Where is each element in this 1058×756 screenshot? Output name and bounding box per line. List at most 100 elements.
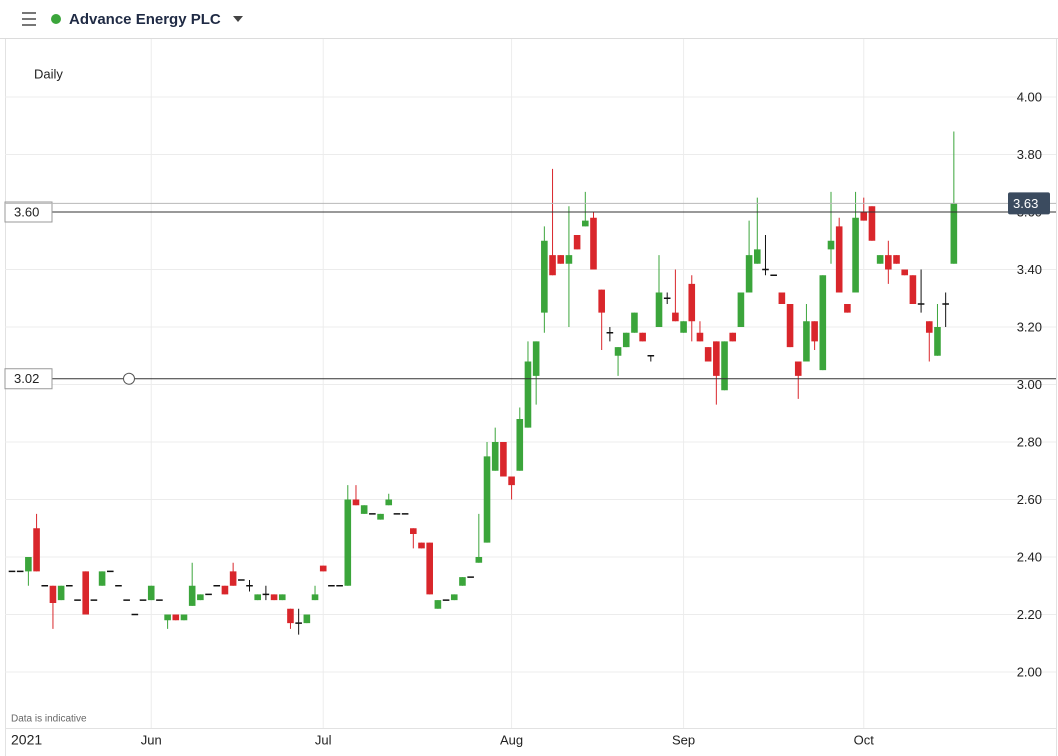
candle-body <box>917 303 925 305</box>
last-price-tag <box>1008 192 1050 215</box>
dropdown-arrow[interactable] <box>233 16 243 22</box>
candle-body <box>418 542 425 549</box>
candle-body <box>188 585 196 606</box>
candle-body <box>377 513 384 520</box>
x-tick-label: Sep <box>672 732 695 747</box>
candle-body <box>25 557 32 572</box>
candle-body <box>500 442 507 477</box>
overlay: 2.00 2.20 2.40 2.60 2.80 3.00 3.20 3.40 3.60 3.80… <box>4 89 1056 748</box>
candle-body <box>860 212 868 221</box>
candle-body <box>614 347 622 356</box>
candle-body <box>565 255 573 264</box>
candle-body <box>901 269 909 276</box>
x-tick-label: Oct <box>854 732 875 747</box>
candle-body <box>524 361 532 428</box>
candle-body <box>573 235 581 250</box>
candle-body <box>516 419 524 471</box>
candle-body <box>786 304 794 348</box>
candle-body <box>156 599 163 601</box>
candles <box>8 131 958 635</box>
candle-body <box>344 499 352 586</box>
candle-body <box>172 614 180 621</box>
candle-body <box>549 255 556 276</box>
candle-body <box>336 585 343 587</box>
candle-body <box>868 206 876 241</box>
price-line-label: 3.02 <box>14 371 39 386</box>
candle-body <box>778 292 786 304</box>
price-line-label: 3.60 <box>14 204 39 219</box>
candle-body <box>426 542 433 595</box>
candle-body <box>311 594 319 601</box>
line-handle[interactable] <box>123 372 135 385</box>
candle-body <box>655 292 663 327</box>
y-tick-label: 3.80 <box>1017 147 1042 162</box>
candle-body <box>352 499 360 506</box>
candle-body <box>844 304 851 313</box>
candle-body <box>475 557 483 563</box>
candle-body <box>483 456 491 543</box>
y-tick-label: 3.00 <box>1017 377 1042 392</box>
candle-body <box>213 585 221 587</box>
candle-body <box>704 347 712 362</box>
y-tick-label: 3.40 <box>1017 262 1042 277</box>
data-note: Data is indicative <box>11 714 87 725</box>
candle-body <box>123 599 130 601</box>
candle-body <box>82 571 90 615</box>
candle-body <box>410 528 417 534</box>
candle-body <box>319 565 327 572</box>
candle-body <box>762 268 769 271</box>
candle-body <box>180 614 188 621</box>
candle-body <box>737 292 745 327</box>
candle-body <box>139 599 147 601</box>
candle-body <box>753 249 761 264</box>
candle-body <box>491 442 499 471</box>
candle-body <box>287 608 294 624</box>
candle-body <box>90 599 98 601</box>
candle-body <box>450 594 458 601</box>
candle-body <box>688 283 696 322</box>
candle-body <box>147 585 155 601</box>
candle-body <box>794 361 802 376</box>
candle-body <box>467 576 474 578</box>
candle-body <box>590 217 597 270</box>
candle-body <box>459 577 466 586</box>
candle-body <box>909 275 917 304</box>
candle-body <box>328 585 335 587</box>
candle-body <box>606 332 614 334</box>
candle-body <box>303 614 311 624</box>
candle-body <box>16 570 24 573</box>
candle-body <box>942 303 949 305</box>
candle-body <box>229 571 237 586</box>
candle-body <box>66 585 73 587</box>
candle-body <box>934 327 941 356</box>
candle-body <box>262 593 270 596</box>
candle-body <box>770 274 777 276</box>
y-tick-label: 4.00 <box>1017 89 1042 104</box>
candle-body <box>803 321 810 362</box>
y-tick-label: 2.00 <box>1017 664 1042 679</box>
candle-body <box>385 499 393 506</box>
candle-body <box>819 275 827 371</box>
candle-body <box>197 594 204 601</box>
candle-body <box>41 585 49 587</box>
instrument-title[interactable]: Advance Energy PLC <box>69 11 221 28</box>
x-tick-label: 2021 <box>11 732 42 748</box>
candle-body <box>254 594 261 601</box>
candle-body <box>360 505 368 514</box>
header-bar <box>0 0 1058 38</box>
candle-body <box>8 570 16 573</box>
candle-body <box>508 476 515 486</box>
candle-body <box>131 613 139 616</box>
candle-body <box>278 594 286 601</box>
menu-icon[interactable] <box>22 12 36 26</box>
candle-body <box>49 585 57 603</box>
candle-body <box>639 332 646 342</box>
candle-body <box>442 599 450 601</box>
candle-body <box>205 593 212 596</box>
candle-body <box>950 203 958 264</box>
grid <box>5 39 1056 728</box>
candle-body <box>729 332 737 342</box>
y-tick-label: 2.80 <box>1017 434 1042 449</box>
interval-label[interactable]: Daily <box>34 66 63 81</box>
